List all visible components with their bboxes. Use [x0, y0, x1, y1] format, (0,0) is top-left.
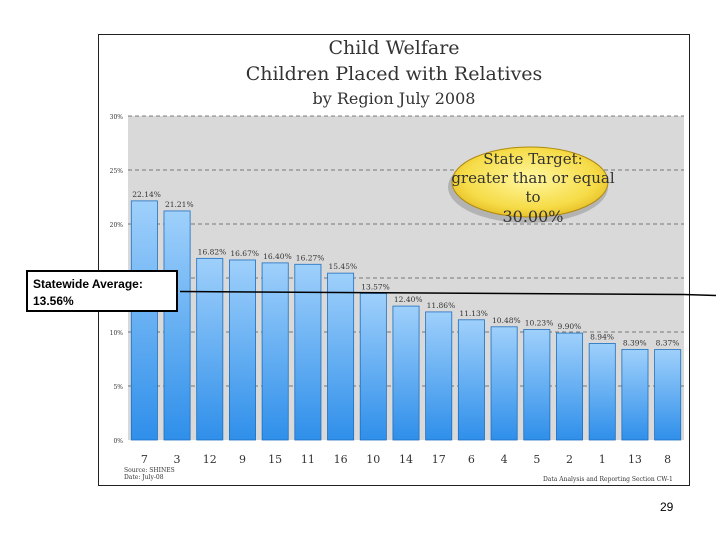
- x-tick-label: 17: [432, 453, 446, 466]
- bar: [523, 329, 551, 441]
- data-label: 16.82%: [198, 247, 227, 256]
- data-label: 10.48%: [492, 316, 521, 325]
- data-label: 12.40%: [394, 295, 423, 304]
- y-tick-label: 30%: [110, 114, 124, 121]
- data-label: 22.14%: [132, 190, 161, 199]
- source-line-1: Source: SHINES: [124, 467, 175, 474]
- bar: [588, 343, 616, 441]
- x-tick-label: 10: [366, 453, 380, 466]
- bar: [163, 210, 191, 441]
- state-target-callout: State Target: greater than or equal to 3…: [448, 150, 618, 226]
- y-tick-label: 10%: [110, 330, 124, 337]
- target-line-3: 30.00%: [502, 207, 564, 226]
- target-line-2: greater than or equal to: [451, 169, 615, 206]
- x-tick-label: 7: [141, 453, 148, 466]
- bar: [261, 262, 289, 441]
- bar: [425, 311, 453, 441]
- bar: [196, 257, 224, 441]
- data-label: 13.57%: [361, 282, 390, 291]
- bar: [294, 263, 322, 441]
- bar: [359, 293, 387, 441]
- data-label: 8.94%: [590, 332, 614, 341]
- chart-subtitle-2: by Region July 2008: [312, 89, 476, 108]
- x-tick-label: 1: [599, 453, 606, 466]
- y-tick-label: 0%: [113, 438, 123, 445]
- data-label: 10.23%: [525, 319, 554, 328]
- data-label: 8.39%: [623, 338, 647, 347]
- data-label: 11.13%: [459, 309, 488, 318]
- data-label: 8.37%: [656, 339, 680, 348]
- bar: [556, 332, 584, 441]
- bar: [490, 326, 518, 441]
- statewide-average-line: [179, 290, 717, 297]
- bar: [392, 305, 420, 441]
- bar: [327, 272, 355, 441]
- data-label: 21.21%: [165, 200, 194, 209]
- source-line-2: Date: July-08: [124, 474, 164, 481]
- bar: [621, 348, 649, 441]
- x-tick-label: 5: [533, 453, 540, 466]
- y-tick-label: 5%: [113, 384, 123, 391]
- chart-subtitle: Children Placed with Relatives: [245, 63, 543, 85]
- x-tick-label: 6: [468, 453, 475, 466]
- x-tick-label: 13: [628, 453, 642, 466]
- avg-label-line-1: Statewide Average:: [33, 277, 143, 291]
- x-tick-label: 12: [203, 453, 217, 466]
- x-tick-label: 4: [501, 453, 508, 466]
- data-label: 15.45%: [329, 262, 358, 271]
- x-tick-label: 15: [268, 453, 282, 466]
- x-tick-label: 2: [566, 453, 573, 466]
- avg-label-line-2: 13.56%: [33, 294, 74, 308]
- bar: [228, 259, 256, 441]
- data-label: 16.67%: [230, 249, 259, 258]
- target-oval: [451, 146, 609, 218]
- data-label: 16.27%: [296, 253, 325, 262]
- bar: [457, 319, 485, 441]
- data-label: 9.90%: [557, 322, 581, 331]
- bar: [130, 200, 158, 441]
- chart-title: Child Welfare: [328, 37, 460, 59]
- target-line-1: State Target:: [483, 150, 583, 168]
- x-tick-label: 8: [664, 453, 671, 466]
- data-label: 11.86%: [427, 301, 456, 310]
- x-tick-label: 11: [301, 453, 315, 466]
- y-tick-label: 20%: [110, 222, 124, 229]
- x-tick-label: 16: [334, 453, 348, 466]
- data-label: 16.40%: [263, 252, 292, 261]
- source-note: Source: SHINES Date: July-08: [124, 467, 175, 481]
- page-number: 29: [660, 500, 674, 514]
- x-tick-label: 14: [399, 453, 413, 466]
- footer-section: Data Analysis and Reporting Section CW-1: [543, 476, 673, 483]
- y-tick-label: 25%: [110, 168, 124, 175]
- bar: [654, 349, 682, 441]
- x-tick-label: 3: [174, 453, 181, 466]
- statewide-average-label: Statewide Average: 13.56%: [26, 270, 178, 312]
- x-tick-label: 9: [239, 453, 246, 466]
